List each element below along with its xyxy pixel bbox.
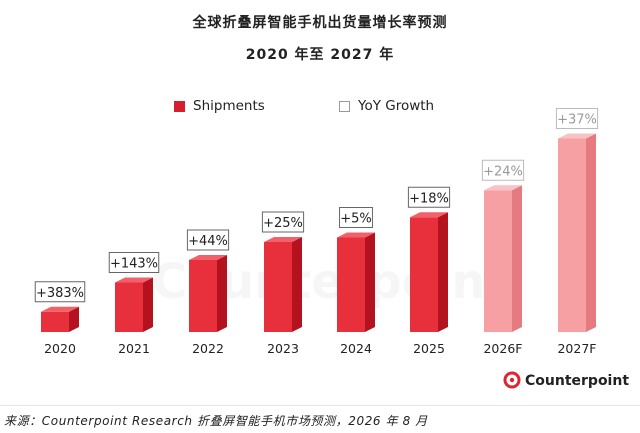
bar-2023 — [264, 242, 292, 332]
chart-panel — [0, 405, 640, 406]
legend-swatch-shipments — [174, 100, 185, 112]
bar-side-2024 — [365, 232, 375, 332]
bar-top-2024 — [337, 232, 375, 238]
x-tick-label-2023: 2023 — [267, 341, 299, 356]
yoy-label-box-2024 — [339, 207, 373, 228]
bar-2025 — [410, 217, 438, 332]
yoy-label-box-2025 — [407, 186, 451, 208]
yoy-label-box-2027F — [555, 108, 599, 129]
x-tick-label-2025: 2025 — [413, 341, 445, 356]
yoy-label-2024: +5% — [340, 212, 372, 227]
source-footer: 来源：Counterpoint Research 折叠屏智能手机市场预测，202… — [4, 414, 428, 428]
bar-top-2022 — [189, 255, 227, 260]
legend-label-yoy: YoY Growth — [358, 98, 435, 114]
bar-2022 — [189, 260, 217, 332]
bar-side-2022 — [217, 255, 227, 332]
bar-side-2025 — [438, 212, 448, 332]
chart-svg: Counterpoint +383% 2020 +143% 2021 +44% 2022 +2… — [34, 108, 629, 389]
bar-2026F — [484, 190, 512, 332]
yoy-label-box-2022 — [186, 229, 230, 251]
yoy-label-2025: +18% — [409, 191, 449, 206]
legend: Shipments YoY Growth — [0, 98, 640, 118]
bar-2024 — [337, 237, 365, 332]
yoy-label-2026F: +24% — [483, 164, 523, 179]
legend-label-shipments: Shipments — [193, 98, 265, 114]
yoy-label-box-2020 — [34, 281, 86, 303]
yoy-label-2023: +25% — [263, 216, 303, 231]
bar-2020 — [41, 311, 69, 332]
yoy-label-2022: +44% — [188, 234, 228, 249]
x-tick-label-2027F: 2027F — [557, 341, 596, 356]
bar-top-2025 — [410, 212, 448, 218]
legend-item-yoy: YoY Growth — [339, 98, 434, 114]
x-tick-label-2022: 2022 — [192, 341, 224, 356]
bar-side-2027F — [586, 133, 596, 332]
bar-top-2026F — [484, 185, 522, 191]
yoy-label-box-2026F — [481, 159, 525, 181]
logo-icon-dot — [509, 377, 515, 383]
yoy-label-box-2023 — [261, 211, 305, 233]
yoy-label-box-2021 — [108, 252, 160, 273]
bar-side-2021 — [143, 277, 153, 332]
x-tick-label-2020: 2020 — [44, 341, 76, 356]
chart-subtitle: 2020 年至 2027 年 — [245, 47, 395, 63]
yoy-label-2020: +383% — [36, 286, 84, 301]
bar-side-2026F — [512, 185, 522, 332]
bar-top-2021 — [115, 277, 153, 283]
bar-side-2020 — [69, 306, 79, 332]
bar-side-2023 — [292, 237, 302, 332]
bar-top-2020 — [41, 306, 79, 312]
bar-2027F — [558, 138, 586, 332]
bar-2021 — [115, 282, 143, 332]
chart-title: 全球折叠屏智能手机出货量增长率预测 — [192, 15, 448, 31]
x-tick-label-2024: 2024 — [340, 341, 372, 356]
x-tick-label-2026F: 2026F — [483, 341, 522, 356]
logo-text: Counterpoint — [525, 373, 629, 389]
logo-icon — [503, 371, 521, 389]
bar-top-2027F — [558, 133, 596, 139]
legend-item-shipments: Shipments — [174, 98, 265, 114]
yoy-label-2021: +143% — [110, 257, 158, 272]
yoy-label-2027F: +37% — [557, 113, 597, 128]
legend-swatch-yoy — [339, 100, 350, 112]
x-tick-label-2021: 2021 — [118, 341, 150, 356]
bar-top-2023 — [264, 237, 302, 242]
